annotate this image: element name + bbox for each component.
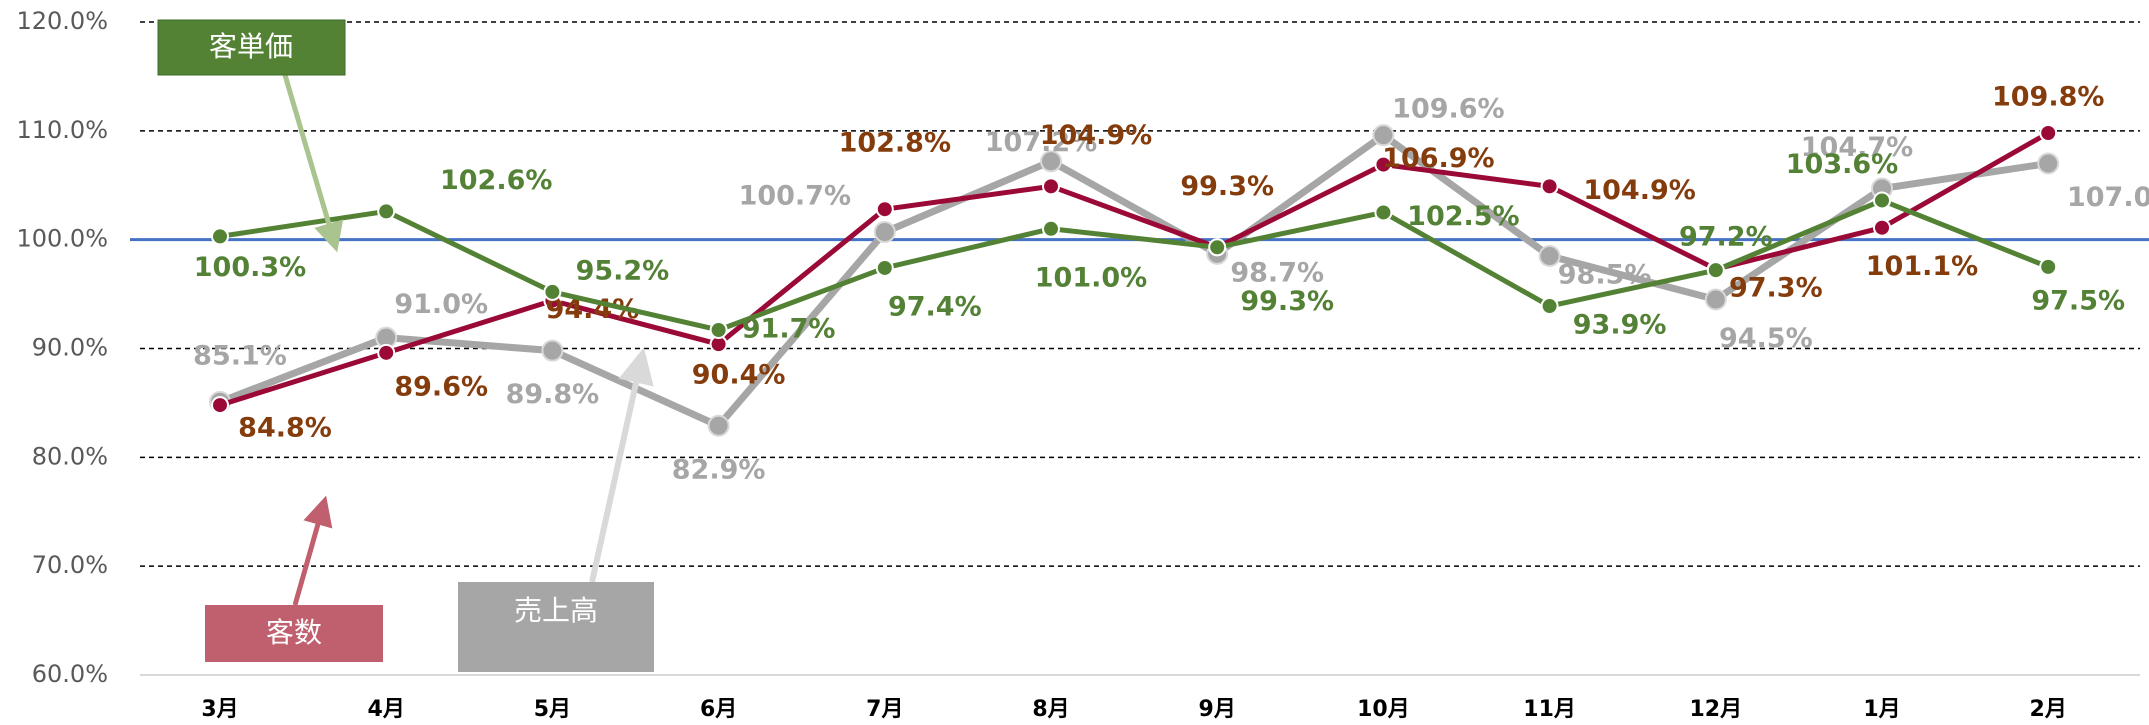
arrow: [292, 495, 333, 606]
x-tick-label: 8月: [1032, 697, 1069, 722]
data-label: 109.6%: [1392, 94, 1504, 125]
data-label: 97.4%: [888, 291, 982, 322]
data-label: 85.1%: [193, 340, 287, 371]
data-label: 103.6%: [1786, 149, 1898, 180]
data-label: 84.8%: [238, 413, 332, 444]
data-label: 97.2%: [1679, 222, 1773, 253]
y-tick-label: 70.0%: [32, 551, 108, 579]
point: [377, 202, 396, 221]
series-line: [218, 131, 2049, 430]
point: [1538, 244, 1561, 267]
data-label: 89.6%: [394, 371, 488, 402]
data-label: 99.3%: [1180, 171, 1274, 202]
x-tick-label: 12月: [1689, 697, 1742, 722]
data-label: 91.0%: [394, 289, 488, 320]
data-label: 89.8%: [506, 379, 600, 410]
data-label: 93.9%: [1573, 310, 1667, 341]
point: [1042, 219, 1060, 238]
point: [211, 227, 229, 246]
arrow: [282, 74, 344, 253]
data-label: 97.5%: [2031, 285, 2125, 316]
data-label: 99.3%: [1240, 286, 1334, 317]
y-tick-label: 80.0%: [32, 442, 108, 470]
y-tick-label: 100.0%: [16, 225, 108, 253]
series-line: [219, 130, 2050, 408]
series-line: [219, 197, 2050, 333]
data-label: 82.9%: [672, 454, 766, 485]
y-tick-label: 60.0%: [32, 660, 108, 688]
point: [1208, 238, 1227, 257]
data-label: 104.9%: [1583, 175, 1695, 206]
legend-box: [458, 582, 654, 672]
data-label: 100.7%: [739, 181, 851, 212]
legend-label: 客数: [266, 616, 322, 649]
point: [2039, 257, 2058, 276]
data-label: 101.0%: [1035, 262, 1147, 293]
point: [1540, 297, 1559, 316]
point: [377, 343, 396, 362]
data-label: 109.8%: [1992, 82, 2104, 113]
data-label: 102.6%: [440, 165, 552, 196]
point: [1040, 150, 1062, 173]
legend-label: 客単価: [209, 30, 293, 63]
legend-label: 売上高: [514, 594, 598, 627]
x-tick-label: 7月: [866, 697, 903, 722]
point: [875, 200, 894, 219]
point: [1540, 177, 1559, 196]
point: [1374, 155, 1393, 174]
x-tick-label: 5月: [534, 697, 571, 722]
arrow: [589, 347, 654, 583]
data-label: 90.4%: [692, 360, 786, 391]
data-label: 98.7%: [1230, 257, 1324, 288]
point: [541, 339, 564, 362]
y-tick-label: 110.0%: [16, 116, 108, 144]
point: [1706, 261, 1725, 280]
x-tick-label: 10月: [1357, 697, 1410, 722]
data-label: 106.9%: [1382, 143, 1494, 174]
point: [2039, 124, 2058, 143]
data-label: 102.8%: [839, 128, 951, 159]
y-tick-label: 120.0%: [16, 7, 108, 35]
data-label: 104.9%: [1040, 120, 1152, 151]
data-label: 104.7%: [1801, 132, 1913, 163]
point: [1042, 177, 1060, 196]
x-tick-label: 2月: [2030, 697, 2067, 722]
data-label: 107.2%: [985, 127, 1097, 158]
legend: 客単価 客数 売上高: [157, 19, 654, 672]
point: [709, 320, 728, 339]
x-tick-label: 9月: [1199, 697, 1236, 722]
x-tick-label: 4月: [368, 697, 405, 722]
point: [707, 414, 730, 437]
point: [1873, 191, 1891, 210]
point: [1374, 203, 1393, 222]
point: [1704, 288, 1727, 311]
point: [875, 258, 894, 277]
data-label: 107.0%: [2067, 182, 2149, 213]
x-tick-label: 1月: [1863, 697, 1900, 722]
x-tick-label: 3月: [201, 697, 238, 722]
plot-area: 60.0% 70.0% 80.0% 90.0% 100.0% 110.0% 120.0% 3月…: [16, 7, 2149, 722]
x-tick-label: 11月: [1523, 697, 1576, 722]
x-tick-label: 6月: [700, 697, 737, 722]
y-tick-label: 90.0%: [32, 334, 108, 362]
data-label: 101.1%: [1866, 251, 1978, 282]
data-label: 97.3%: [1729, 273, 1823, 304]
point: [211, 396, 229, 415]
data-label: 94.5%: [1719, 323, 1813, 354]
point: [873, 221, 896, 244]
point: [1372, 124, 1395, 147]
data-label: 91.7%: [742, 313, 836, 344]
point: [1873, 218, 1891, 237]
data-label: 95.2%: [576, 255, 670, 286]
data-label: 102.5%: [1407, 201, 1519, 232]
data-label: 100.3%: [194, 252, 306, 283]
point: [543, 282, 562, 301]
legend-box: [157, 19, 346, 76]
point: [2037, 152, 2060, 175]
legend-box: [205, 605, 383, 662]
